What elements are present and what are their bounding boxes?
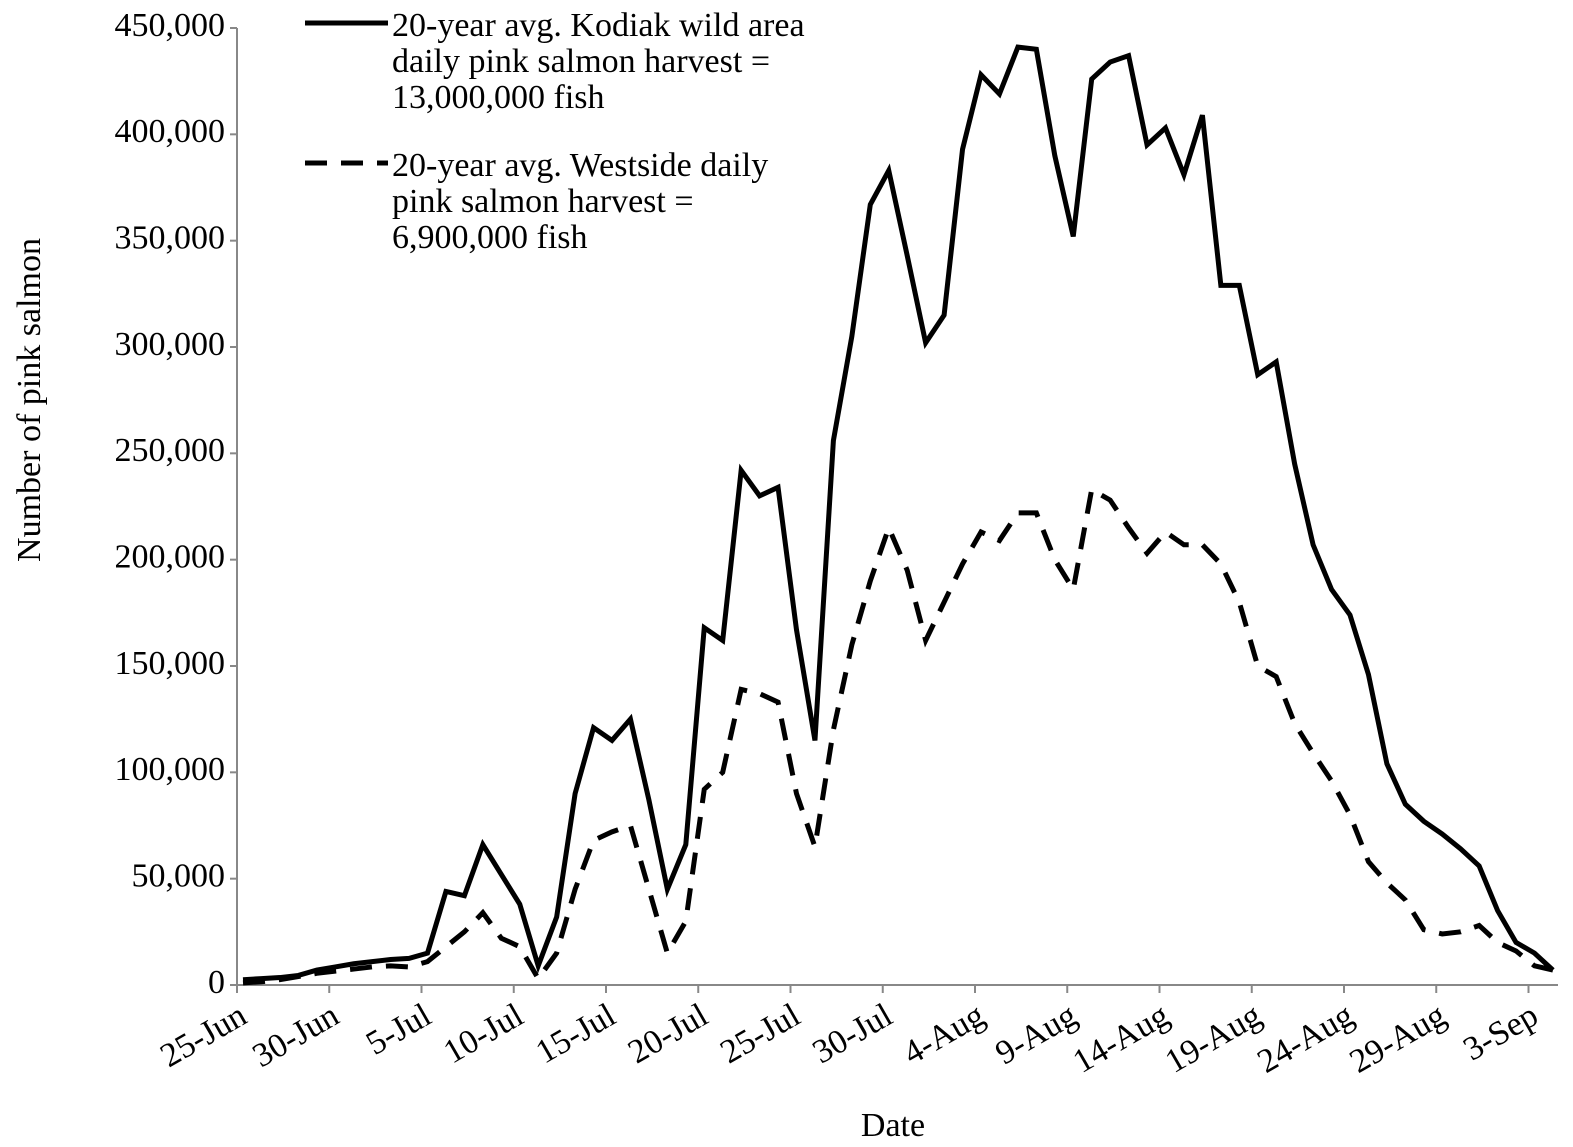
y-tick-label: 200,000 [115, 538, 226, 575]
legend-label: 20-year avg. Westside daily pink salmon … [392, 147, 769, 256]
x-tick-label: 20-Jul [622, 997, 714, 1072]
x-tick-label: 19-Aug [1159, 997, 1267, 1081]
x-tick-label: 25-Jun [154, 997, 253, 1075]
y-tick-label: 50,000 [132, 857, 226, 894]
x-tick-label: 4-Aug [897, 997, 991, 1072]
legend-label: 20-year avg. Kodiak wild area daily pink… [392, 7, 805, 116]
line-series [242, 485, 1554, 986]
y-tick-label: 100,000 [115, 751, 226, 788]
x-tick-label: 30-Jul [807, 997, 899, 1072]
x-tick-label: 9-Aug [989, 997, 1083, 1072]
x-axis-title: Date [861, 1107, 925, 1144]
x-tick-label: 14-Aug [1067, 997, 1175, 1081]
x-tick-label: 5-Jul [360, 997, 437, 1063]
y-tick-label: 0 [208, 964, 225, 1001]
x-tick-label: 30-Jun [246, 997, 345, 1075]
y-tick-label: 350,000 [115, 219, 226, 256]
x-tick-label: 10-Jul [438, 997, 530, 1072]
y-tick-label: 400,000 [115, 113, 226, 150]
y-axis-title: Number of pink salmon [11, 238, 48, 562]
y-tick-label: 250,000 [115, 432, 226, 469]
y-tick-label: 450,000 [115, 7, 226, 44]
x-tick-label: 15-Jul [530, 997, 622, 1072]
y-tick-label: 150,000 [115, 645, 226, 682]
x-tick-label: 25-Jul [714, 997, 806, 1072]
line-series [242, 44, 1555, 983]
x-tick-label: 24-Aug [1251, 997, 1359, 1081]
x-tick-label: 3-Sep [1457, 997, 1544, 1069]
y-tick-label: 300,000 [115, 326, 226, 363]
x-tick-label: 29-Aug [1344, 997, 1452, 1081]
